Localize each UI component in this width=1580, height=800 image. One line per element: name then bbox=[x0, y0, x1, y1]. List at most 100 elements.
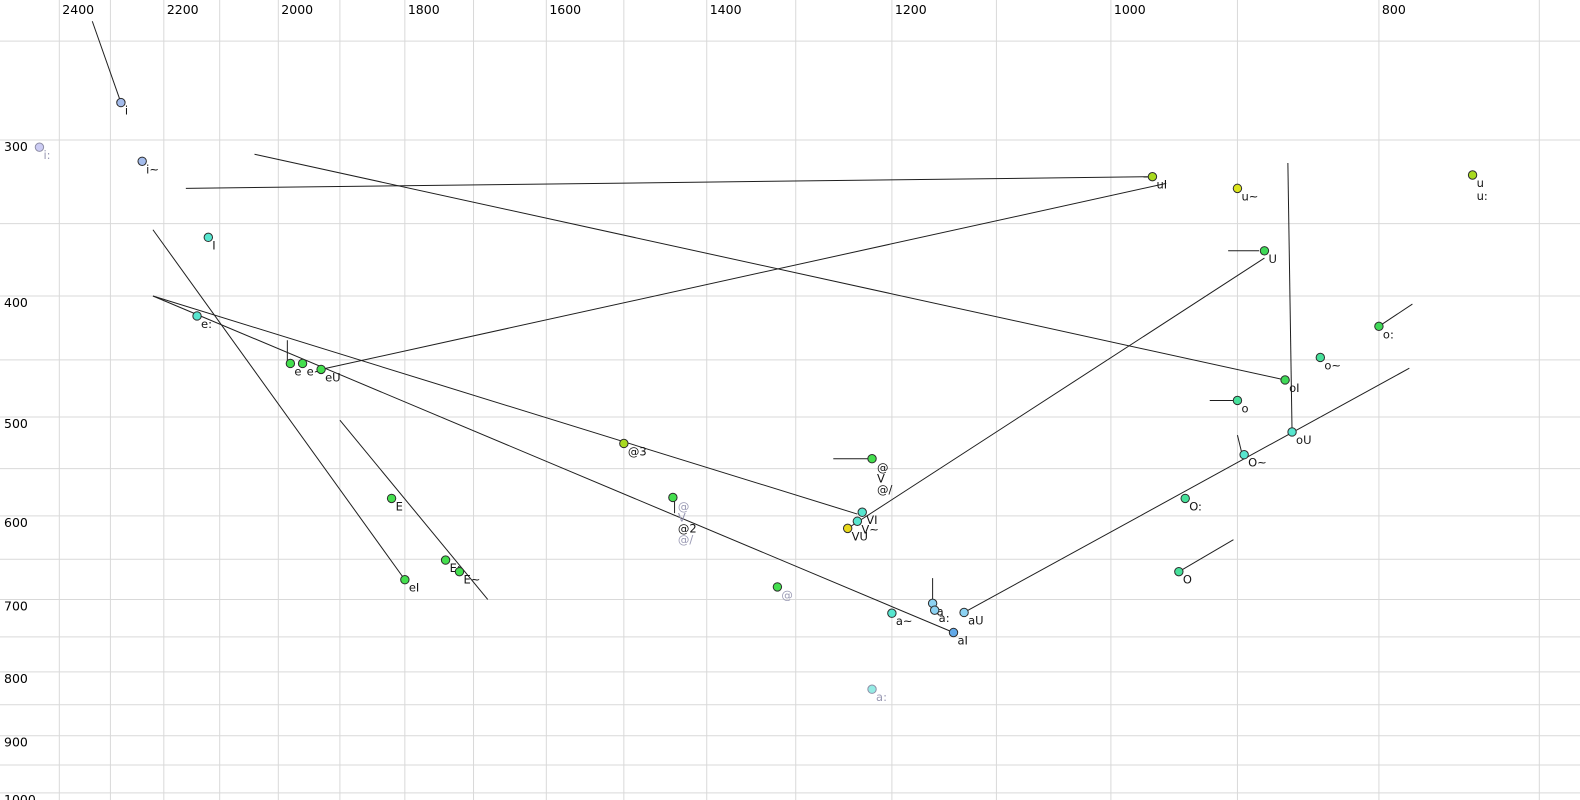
data-point-label: e: bbox=[201, 317, 212, 331]
trajectory-line-eU-trajectory bbox=[320, 182, 1167, 370]
data-point-dot bbox=[1280, 375, 1290, 385]
x-tick-label: 2400 bbox=[62, 2, 94, 17]
y-tick-label: 900 bbox=[4, 735, 28, 750]
trajectory-line-uI-trajectory bbox=[185, 176, 1153, 189]
data-point-label: a: bbox=[876, 690, 887, 704]
y-tick-label: 800 bbox=[4, 671, 28, 686]
data-points: i:ii~Ie:e e~ eUEE:E~eI@3@V@2@/@V@/@VIV~VUa… bbox=[34, 97, 1488, 704]
data-point-dot bbox=[1232, 183, 1243, 194]
data-point-label: O bbox=[1183, 573, 1192, 587]
data-point-label: i~ bbox=[146, 162, 159, 176]
data-point-dot bbox=[1315, 352, 1326, 363]
y-tick-label: 600 bbox=[4, 515, 28, 530]
data-point-dot bbox=[400, 575, 410, 585]
x-tick-label: 1200 bbox=[895, 2, 927, 17]
data-point-label: @ bbox=[877, 461, 889, 475]
y-tick-label: 500 bbox=[4, 416, 28, 431]
trajectory-line-O-stem bbox=[1178, 539, 1234, 573]
data-point-dot bbox=[34, 142, 45, 152]
data-point-dot bbox=[948, 627, 959, 638]
y-tick-label: 1000 bbox=[4, 792, 36, 800]
x-tick-label: 1800 bbox=[408, 2, 440, 17]
data-point-dot bbox=[137, 156, 147, 166]
x-tick-label: 1000 bbox=[1114, 2, 1146, 17]
data-point-label: u~ bbox=[1241, 189, 1258, 203]
data-point-dot bbox=[192, 311, 202, 321]
data-point-label: @2 bbox=[678, 521, 697, 535]
data-point-dot bbox=[1147, 171, 1158, 182]
x-tick-label: 800 bbox=[1382, 2, 1406, 17]
y-tick-label: 300 bbox=[4, 139, 28, 154]
x-tick-label: 2200 bbox=[167, 2, 199, 17]
trajectory-line-aI-trajectory bbox=[152, 295, 954, 633]
data-point-label: @ bbox=[781, 588, 793, 602]
trajectory-line-VU-trajectory bbox=[847, 257, 1265, 529]
data-point-dot bbox=[297, 358, 308, 369]
data-point-dot bbox=[668, 492, 678, 503]
data-point-dot bbox=[1232, 395, 1243, 406]
data-point-dot bbox=[386, 493, 397, 504]
data-point-dot bbox=[842, 523, 853, 534]
data-point-label: o bbox=[1241, 401, 1248, 415]
data-point-label: o: bbox=[1383, 327, 1394, 341]
x-tick-label: 2000 bbox=[281, 2, 313, 17]
data-point-label: aI bbox=[958, 634, 968, 648]
trajectory-line-eI-trajectory bbox=[152, 229, 406, 581]
data-point-dot bbox=[1467, 170, 1478, 180]
data-point-dot bbox=[867, 454, 877, 464]
data-point-label: V bbox=[678, 510, 686, 524]
data-point-dot bbox=[454, 566, 465, 577]
trajectory-line-e-to-V-line bbox=[152, 295, 858, 515]
data-point-label: a: bbox=[939, 611, 950, 625]
trajectory-line-aU-trajectory bbox=[963, 367, 1410, 613]
data-point-dot bbox=[285, 358, 296, 369]
data-point-label: a~ bbox=[896, 614, 913, 628]
trajectory-line-oU-trajectory bbox=[1287, 162, 1293, 432]
axis-tick-labels: 2400 2200 2000 1800 1600 1400 1200 1000 800 300 40… bbox=[4, 2, 1406, 800]
data-point-label: @ bbox=[678, 499, 690, 513]
data-point-dot bbox=[959, 607, 969, 618]
data-point-label: i: bbox=[43, 148, 50, 162]
data-point-label: E~ bbox=[463, 573, 480, 587]
y-tick-label: 400 bbox=[4, 295, 28, 310]
data-point-dot bbox=[203, 232, 214, 243]
data-point-dot bbox=[1174, 566, 1184, 577]
data-point-label: E bbox=[396, 499, 403, 513]
data-point-label: oU bbox=[1296, 433, 1311, 447]
data-point-label: U bbox=[1268, 252, 1276, 266]
trajectory-line-O-tilde-stem bbox=[1236, 435, 1242, 452]
data-point-label: VU bbox=[852, 529, 868, 543]
data-point-label: aU bbox=[968, 613, 983, 627]
data-point-label: eI bbox=[409, 581, 419, 595]
trajectory-line-o-colon-stem bbox=[1378, 303, 1413, 327]
data-point-label: V~ bbox=[861, 522, 879, 536]
data-point-label: O~ bbox=[1248, 456, 1267, 470]
trajectory-line-i-stem bbox=[91, 21, 122, 103]
trajectory-line-oI-trajectory bbox=[254, 153, 1286, 381]
data-point-label: eU bbox=[325, 370, 341, 384]
data-point-dot bbox=[1374, 321, 1384, 332]
data-point-label: i bbox=[125, 104, 128, 118]
data-point-label: e bbox=[294, 364, 301, 378]
data-point-label: O: bbox=[1189, 499, 1202, 513]
data-point-label: E: bbox=[450, 561, 461, 575]
data-point-dot bbox=[1180, 493, 1190, 504]
data-point-dot bbox=[1287, 427, 1297, 437]
data-point-label: o~ bbox=[1324, 358, 1341, 372]
data-point-label: u: bbox=[1477, 189, 1488, 203]
data-point-label: a bbox=[937, 604, 944, 618]
x-tick-label: 1400 bbox=[710, 2, 742, 17]
data-point-dot bbox=[887, 608, 897, 618]
data-point-label: u bbox=[1477, 176, 1484, 190]
data-point-dot bbox=[867, 684, 877, 694]
data-point-dot bbox=[316, 364, 326, 375]
data-point-dot bbox=[852, 516, 863, 526]
data-point-label: I bbox=[212, 238, 215, 252]
data-point-dot bbox=[116, 97, 126, 108]
data-point-label: oI bbox=[1289, 381, 1299, 395]
data-point-dot bbox=[929, 605, 940, 615]
trajectory-lines bbox=[91, 21, 1413, 633]
